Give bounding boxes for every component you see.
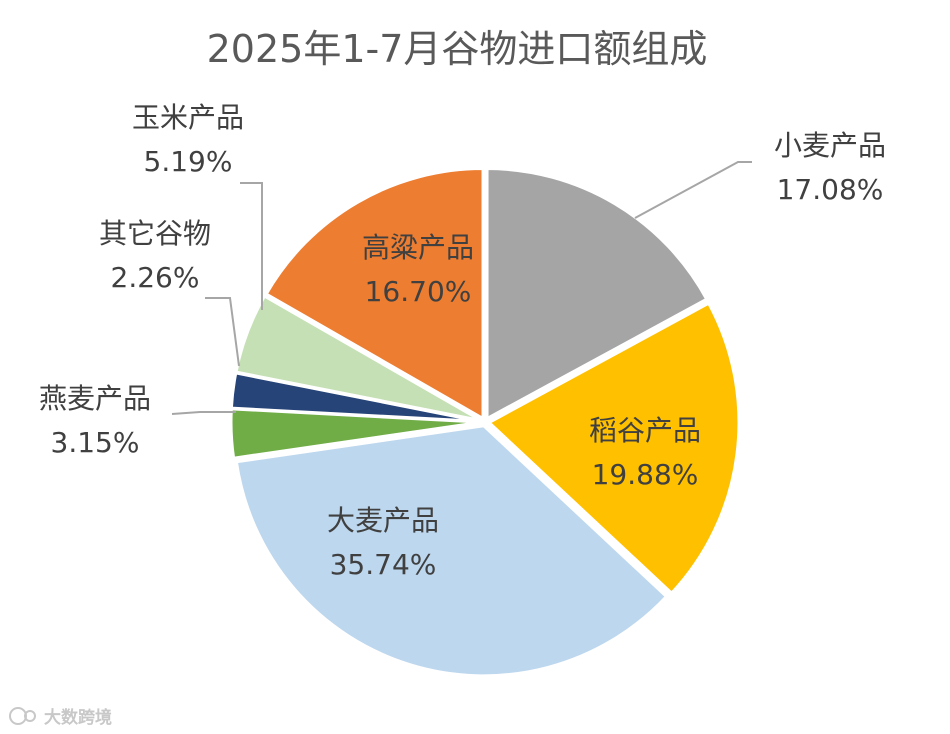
slice-label-name: 稻谷产品 [589,414,701,447]
slice-label-value: 19.88% [592,458,699,491]
pie-slice [234,294,483,423]
pie-slice [264,167,485,421]
slice-label-name: 燕麦产品 [39,382,151,415]
leader-line [634,161,752,219]
leader-line [240,182,263,310]
slice-label-value: 5.19% [144,145,233,178]
leader-line [171,411,236,415]
slice-label-value: 3.15% [51,426,140,459]
slice-label-value: 17.08% [777,173,884,206]
slice-label-value: 2.26% [111,261,200,294]
slice-label-name: 玉米产品 [132,101,244,134]
leader-lines [171,161,752,415]
slice-label-name: 小麦产品 [774,129,886,162]
slice-label-value: 16.70% [365,275,472,308]
pie-slice [487,301,741,595]
slice-labels: 小麦产品 17.08% 稻谷产品 19.88% 大麦产品 35.74% 燕麦产品 3.15% 其… [39,101,886,581]
slice-label-name: 高粱产品 [362,231,474,264]
slice-label-value: 35.74% [330,548,437,581]
slice-label-name: 大麦产品 [327,504,439,537]
leader-line [205,297,240,367]
pie-slice [485,167,709,421]
watermark-text: 大数跨境 [44,707,112,728]
logo-icon [9,707,36,725]
pie-slices [229,167,741,678]
pie-slice [234,424,668,678]
watermark: 大数跨境 [9,707,112,728]
chart-title: 2025年1-7月谷物进口额组成 [207,27,708,71]
slice-label-name: 其它谷物 [99,217,211,250]
